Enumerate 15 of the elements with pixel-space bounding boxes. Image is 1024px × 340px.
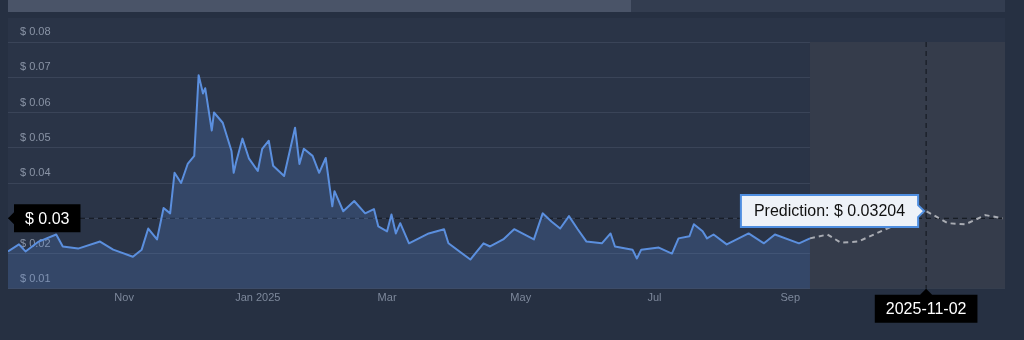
y-tick-label: $ 0.06 [20,95,51,108]
ref-line-label: $ 0.03 [25,209,70,227]
y-tick-label: $ 0.05 [20,130,51,143]
ref-line-label: 2025-11-02 [885,300,967,318]
x-tick-label: May [510,291,532,304]
x-tick-label: Jan 2025 [235,291,281,304]
x-tick-label: Nov [114,291,135,304]
x-tick-label: Sep [780,291,801,304]
y-tick-label: $ 0.04 [20,166,51,179]
x-tick-label: Mar [377,291,397,304]
y-tick-label: $ 0.01 [20,271,51,284]
y-tick-label: $ 0.07 [20,60,51,73]
annotation: Prediction: $ 0.03204 [753,202,906,220]
x-tick-label: Jul [647,291,662,304]
y-tick-label: $ 0.08 [20,25,51,38]
